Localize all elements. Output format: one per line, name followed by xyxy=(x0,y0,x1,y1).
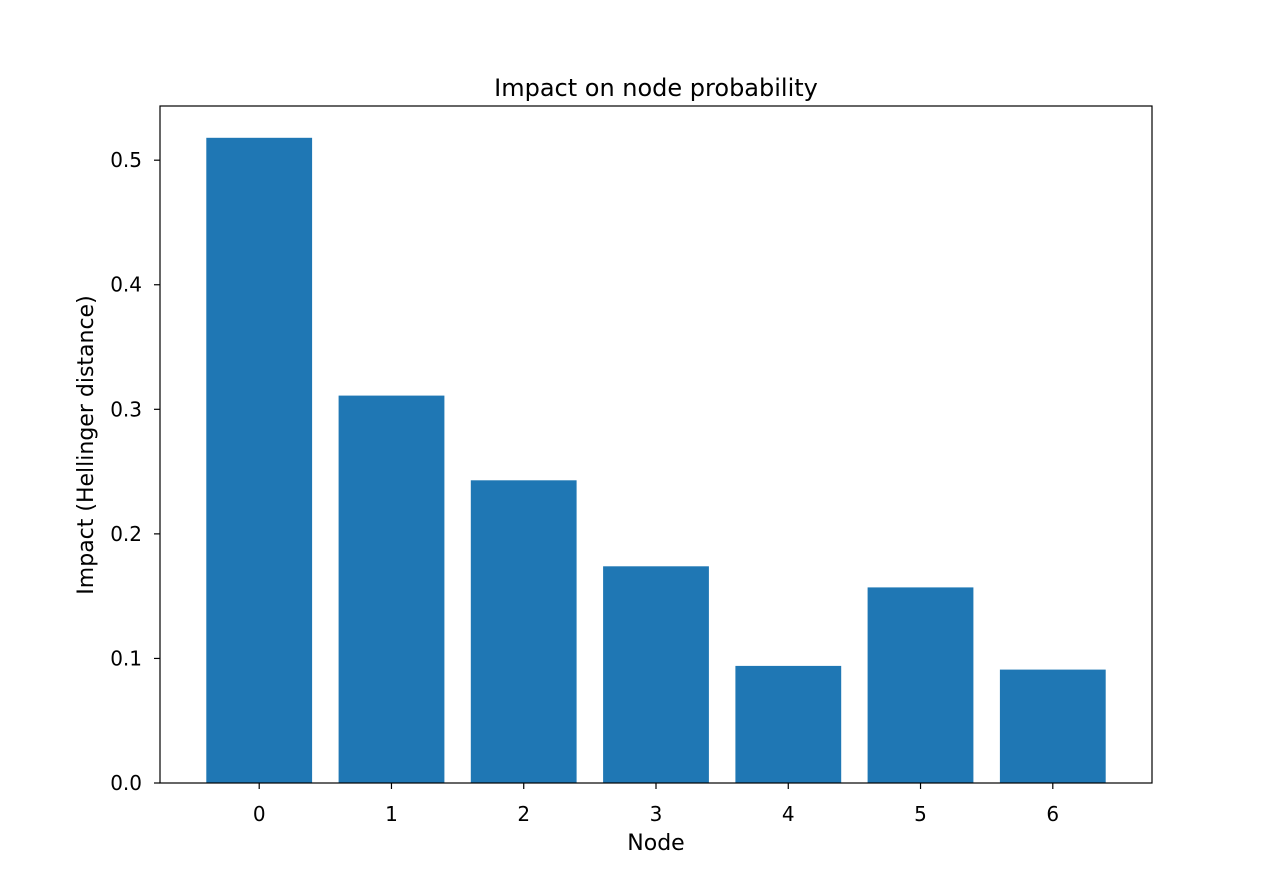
y-tick-label: 0.1 xyxy=(110,646,142,670)
x-tick-label: 6 xyxy=(1046,802,1059,826)
y-tick-label: 0.3 xyxy=(110,397,142,421)
y-tick-label: 0.2 xyxy=(110,522,142,546)
bar-node-4 xyxy=(735,665,842,783)
bar-node-3 xyxy=(603,566,709,783)
x-tick-label: 3 xyxy=(650,802,663,826)
bar-node-1 xyxy=(338,395,445,783)
bar-node-2 xyxy=(470,480,577,783)
x-tick-label: 0 xyxy=(253,802,266,826)
y-tick-label: 0.4 xyxy=(110,273,142,297)
chart-title: Impact on node probability xyxy=(494,74,818,102)
y-axis-label: Impact (Hellinger distance) xyxy=(74,295,99,594)
y-axis-ticks: 0.0 0.1 0.2 0.3 0.4 0.5 xyxy=(110,148,160,795)
x-tick-label: 2 xyxy=(517,802,530,826)
bar-node-6 xyxy=(999,669,1106,783)
x-axis-label: Node xyxy=(627,831,684,856)
bar-node-0 xyxy=(206,137,313,784)
x-axis-ticks: 0 1 2 3 4 5 6 xyxy=(253,783,1059,826)
y-tick-label: 0.5 xyxy=(110,148,142,172)
x-tick-label: 5 xyxy=(914,802,927,826)
x-tick-label: 4 xyxy=(782,802,795,826)
bar-node-5 xyxy=(867,587,974,783)
y-tick-label: 0.0 xyxy=(110,771,142,795)
bars-layer xyxy=(206,137,1106,784)
x-tick-label: 1 xyxy=(385,802,398,826)
